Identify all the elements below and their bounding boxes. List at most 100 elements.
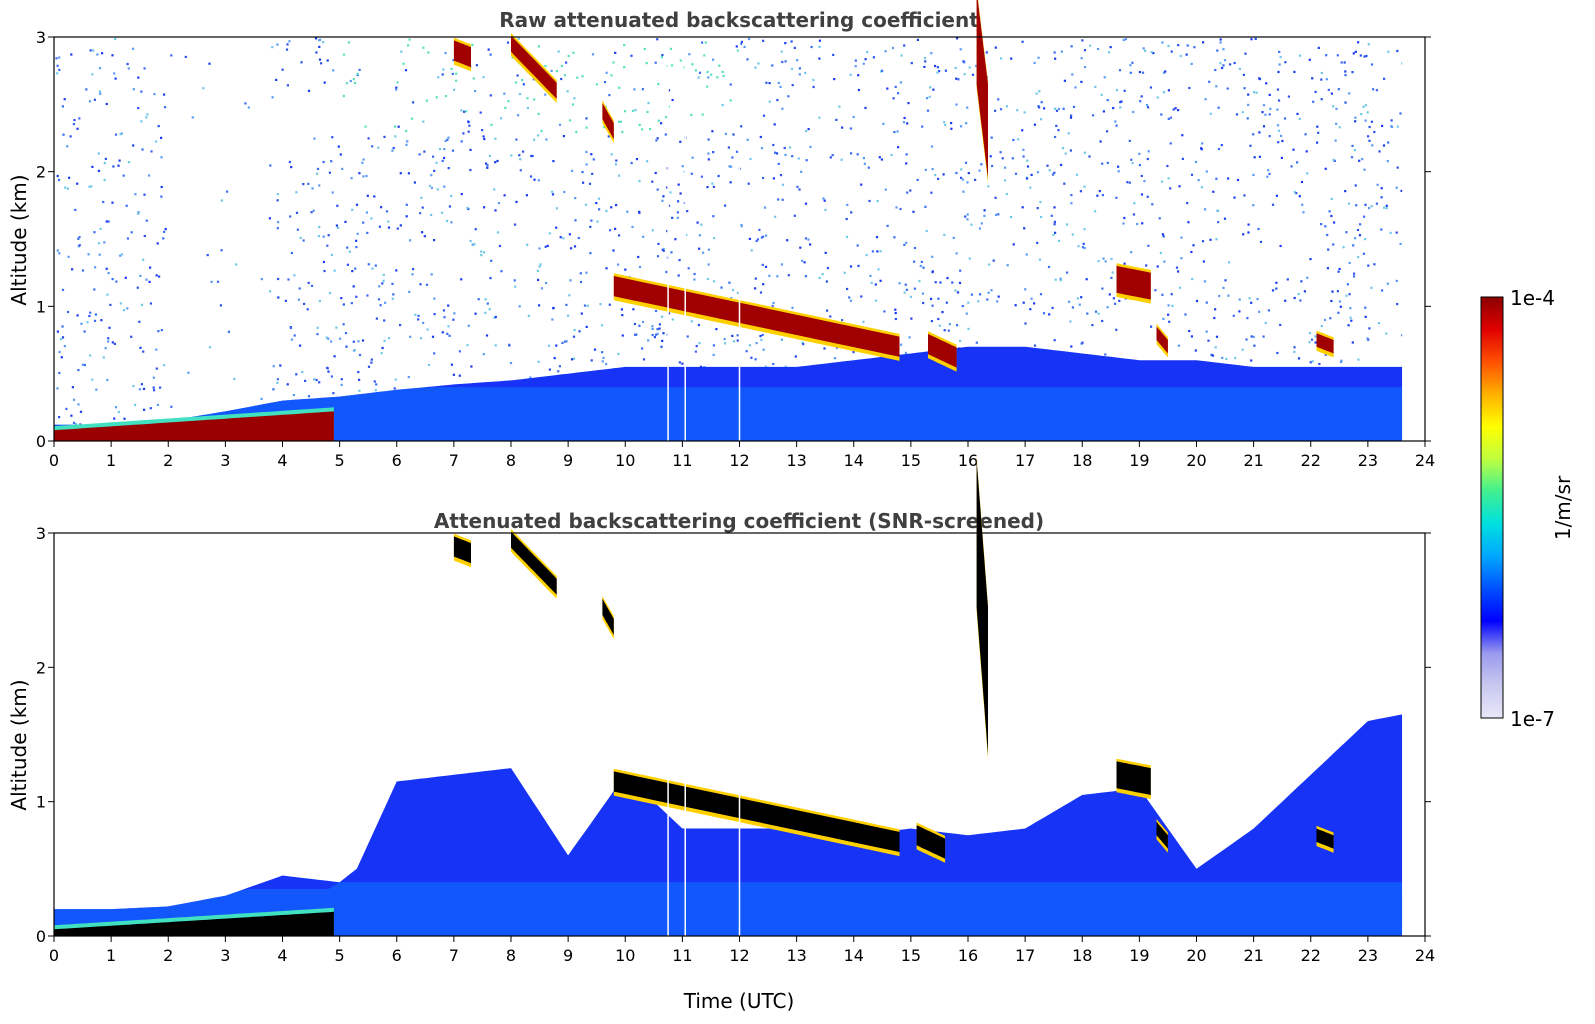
noise-pixel [697, 323, 700, 327]
noise-pixel [1119, 101, 1122, 104]
noise-pixel [1162, 235, 1165, 238]
noise-pixel [337, 145, 340, 148]
noise-pixel [1202, 41, 1205, 44]
noise-pixel [975, 341, 978, 344]
x-tick-label: 16 [958, 946, 978, 965]
noise-pixel [1300, 180, 1304, 184]
noise-pixel [681, 165, 684, 168]
noise-pixel [966, 218, 969, 221]
noise-pixel [297, 298, 300, 301]
noise-pixel [335, 224, 338, 227]
noise-pixel [736, 291, 739, 294]
noise-pixel [1152, 52, 1155, 55]
noise-pixel [1344, 74, 1347, 77]
noise-pixel [905, 162, 908, 165]
noise-pixel [356, 72, 359, 75]
x-tick-label: 3 [220, 451, 230, 470]
noise-pixel [287, 278, 290, 281]
noise-pixel [965, 122, 968, 125]
noise-pixel [818, 57, 821, 60]
noise-pixel [1280, 156, 1283, 159]
noise-pixel [761, 263, 764, 266]
noise-pixel [1275, 287, 1278, 290]
noise-pixel [909, 189, 912, 192]
noise-pixel [330, 160, 333, 163]
noise-pixel [1069, 116, 1073, 119]
noise-pixel [444, 52, 447, 55]
noise-pixel [479, 250, 483, 253]
noise-pixel [657, 83, 660, 86]
noise-pixel [1117, 170, 1120, 173]
noise-pixel [1284, 299, 1287, 302]
noise-pixel [893, 131, 896, 134]
noise-pixel [451, 149, 455, 152]
noise-pixel [1167, 177, 1170, 180]
noise-pixel [132, 47, 135, 50]
noise-pixel [571, 169, 574, 172]
noise-pixel [1276, 124, 1280, 127]
noise-pixel [1190, 173, 1194, 176]
noise-pixel [919, 264, 922, 268]
noise-pixel [1358, 159, 1361, 162]
noise-pixel [997, 213, 1000, 216]
noise-pixel [81, 269, 85, 272]
noise-pixel [292, 393, 295, 397]
x-tick-label: 9 [563, 946, 573, 965]
noise-pixel [1098, 190, 1101, 193]
noise-pixel [729, 99, 732, 102]
noise-pixel [298, 287, 301, 290]
noise-pixel [743, 45, 746, 48]
noise-pixel [579, 280, 583, 284]
noise-pixel [1074, 86, 1077, 89]
noise-pixel [698, 71, 702, 74]
noise-pixel [494, 161, 497, 164]
noise-pixel [443, 316, 446, 319]
noise-pixel [1106, 161, 1109, 164]
noise-pixel [61, 325, 64, 328]
noise-pixel [1140, 174, 1143, 178]
noise-pixel [605, 363, 608, 366]
noise-pixel [838, 105, 841, 108]
noise-pixel [1364, 203, 1367, 206]
noise-pixel [1143, 180, 1146, 183]
noise-pixel [926, 109, 930, 112]
noise-pixel [845, 235, 849, 238]
noise-pixel [1138, 152, 1141, 155]
noise-pixel [494, 137, 497, 140]
noise-pixel [574, 219, 577, 222]
noise-pixel [490, 123, 493, 126]
noise-pixel [1118, 299, 1121, 302]
noise-pixel [1271, 203, 1275, 206]
noise-pixel [537, 112, 540, 115]
noise-pixel [538, 247, 541, 250]
noise-pixel [315, 172, 319, 175]
noise-pixel [801, 341, 804, 344]
noise-pixel [392, 293, 395, 296]
noise-pixel [603, 81, 607, 84]
noise-pixel [318, 381, 321, 384]
noise-pixel [500, 117, 503, 120]
noise-pixel [460, 140, 463, 143]
noise-pixel [1229, 63, 1232, 66]
noise-pixel [316, 167, 320, 170]
noise-pixel [1110, 257, 1113, 261]
noise-pixel [1354, 116, 1357, 119]
noise-pixel [310, 211, 313, 214]
noise-pixel [1068, 300, 1071, 303]
x-tick-label: 11 [672, 451, 692, 470]
noise-pixel [1221, 66, 1224, 70]
noise-pixel [711, 130, 714, 133]
noise-pixel [1194, 349, 1197, 352]
noise-pixel [77, 237, 80, 240]
noise-pixel [729, 165, 733, 168]
noise-pixel [422, 321, 425, 324]
noise-pixel [145, 278, 148, 281]
noise-pixel [660, 122, 663, 125]
noise-pixel [674, 238, 677, 241]
noise-pixel [826, 309, 829, 312]
noise-pixel [412, 101, 415, 104]
noise-pixel [804, 237, 808, 240]
noise-pixel [671, 64, 674, 67]
noise-pixel [156, 242, 159, 245]
noise-pixel [614, 163, 617, 166]
